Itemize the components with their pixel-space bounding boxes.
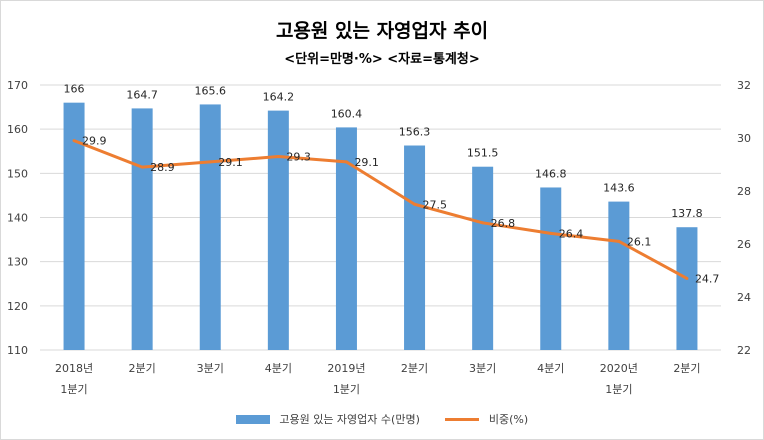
line-data-label: 29.9 (82, 135, 107, 148)
y-right-tick-label: 26 (737, 238, 751, 251)
line-data-label: 28.9 (150, 161, 175, 174)
line-point (549, 231, 553, 235)
line-point (413, 202, 417, 206)
y-right-tick-label: 32 (737, 79, 751, 92)
bar (267, 110, 289, 350)
bar (608, 201, 630, 350)
legend-line-label: 비중(%) (488, 413, 529, 426)
x-tick-label: 2분기 (673, 362, 700, 375)
bar-data-label: 151.5 (467, 147, 499, 160)
bar-data-label: 165.6 (195, 84, 227, 97)
y-left-tick-label: 140 (7, 212, 28, 225)
x-tick-label: 4분기 (537, 362, 564, 375)
x-tick-label: 1분기 (60, 383, 87, 396)
bar (199, 104, 221, 350)
line-data-label: 29.1 (354, 156, 379, 169)
line-data-label: 29.3 (286, 151, 311, 164)
x-tick-label: 2018년 (55, 362, 93, 375)
x-tick-label: 2분기 (129, 362, 156, 375)
line-point (685, 276, 689, 280)
bar-data-label: 146.8 (535, 167, 567, 180)
y-left-tick-label: 150 (7, 167, 28, 180)
bar-data-label: 164.2 (263, 91, 295, 104)
y-left-tick-label: 110 (7, 344, 28, 357)
bar-data-label: 143.6 (603, 182, 635, 195)
y-right-tick-label: 28 (737, 185, 751, 198)
line-point (617, 239, 621, 243)
line-point (208, 160, 212, 164)
y-left-tick-label: 170 (7, 79, 28, 92)
bar-data-label: 164.7 (126, 88, 158, 101)
chart-subtitle: <단위=만명·%> <자료=통계청> (284, 52, 480, 67)
line-point (344, 160, 348, 164)
bar (676, 227, 698, 350)
y-right-tick-label: 24 (737, 291, 751, 304)
line-series (73, 139, 688, 280)
line-point (276, 155, 280, 159)
bar (404, 145, 426, 350)
bar (335, 127, 357, 351)
bar (472, 166, 494, 350)
legend: 고용원 있는 자영업자 수(만명) 비중(%) (0, 411, 764, 427)
bar-data-label: 137.8 (671, 207, 703, 220)
bar (540, 187, 562, 350)
bar (131, 108, 153, 351)
line-point (72, 139, 76, 143)
line-data-label: 27.5 (423, 198, 448, 211)
y-left-tick-label: 130 (7, 256, 28, 269)
x-tick-label: 1분기 (605, 383, 632, 396)
chart-title: 고용원 있는 자영업자 추이 (275, 20, 489, 42)
x-tick-label: 2020년 (600, 362, 638, 375)
line-data-label: 24.7 (695, 272, 720, 285)
line-data-label: 26.1 (627, 235, 652, 248)
bar-data-label: 166 (64, 83, 85, 96)
x-tick-label: 4분기 (265, 362, 292, 375)
line-data-label: 29.1 (218, 156, 243, 169)
legend-bar-swatch (235, 414, 270, 424)
bar-data-label: 160.4 (331, 107, 363, 120)
y-right-tick-label: 22 (737, 344, 751, 357)
y-right-tick-label: 30 (737, 132, 751, 145)
x-tick-label: 2019년 (327, 362, 365, 375)
x-tick-label: 2분기 (401, 362, 428, 375)
bar-data-label: 156.3 (399, 126, 431, 139)
x-tick-label: 1분기 (333, 383, 360, 396)
legend-line-swatch (445, 417, 480, 421)
line-data-label: 26.4 (559, 227, 584, 240)
line-data-label: 26.8 (491, 217, 516, 230)
x-tick-label: 3분기 (469, 362, 496, 375)
legend-bar-label: 고용원 있는 자영업자 수(만명) (279, 413, 420, 426)
line-point (481, 221, 485, 225)
y-left-tick-label: 120 (7, 300, 28, 313)
line-point (140, 165, 144, 169)
x-tick-label: 3분기 (197, 362, 224, 375)
bar (63, 102, 85, 351)
y-left-tick-label: 160 (7, 123, 28, 136)
